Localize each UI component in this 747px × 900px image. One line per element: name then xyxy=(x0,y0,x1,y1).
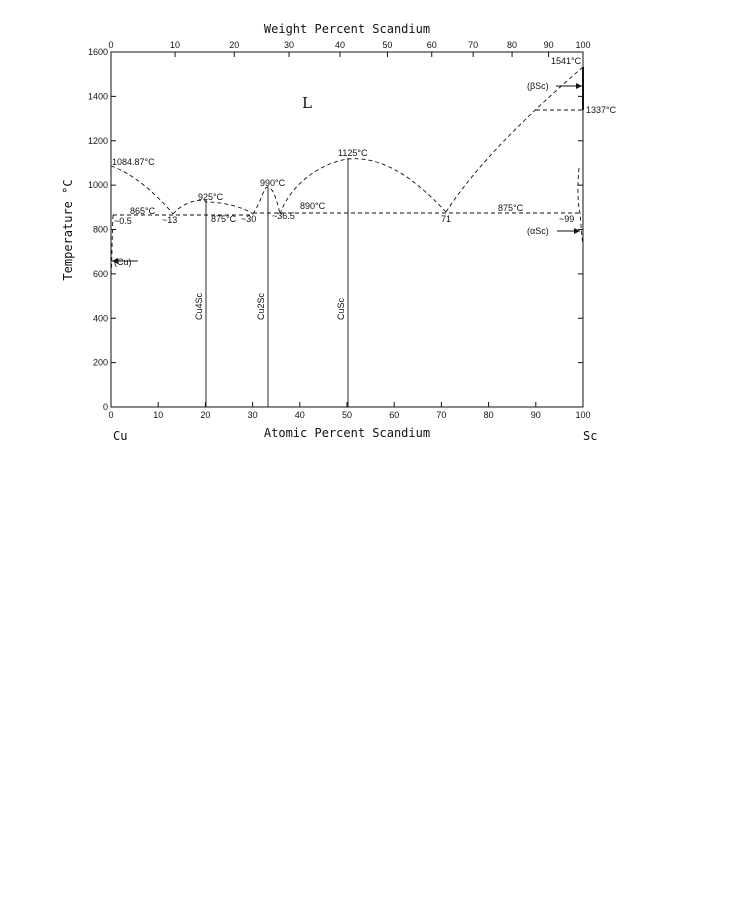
sc-solvus xyxy=(577,167,584,246)
wt-tick-label: 70 xyxy=(468,40,478,50)
t-990: 990°C xyxy=(260,178,286,188)
t-865: 865°C xyxy=(130,206,156,216)
y-tick-label: 1600 xyxy=(88,47,108,57)
t-1541: 1541°C xyxy=(551,56,582,66)
bottom-axis-title: Atomic Percent Scandium xyxy=(264,426,430,440)
cu-solid-label: (Cu) xyxy=(114,257,132,267)
alpha-sc-arrowhead xyxy=(574,228,580,234)
c-05: ~0.5 xyxy=(114,216,132,226)
x-tick-label: 50 xyxy=(342,410,352,420)
cu2sc-label: Cu2Sc xyxy=(256,292,266,320)
t-1125: 1125°C xyxy=(338,148,368,158)
y-axis-ticks: 0 200 400 600 800 1000 1200 1400 1600 xyxy=(88,47,583,412)
liquidus-cu2sc-dome xyxy=(252,186,281,215)
x-tick-label: 30 xyxy=(248,410,258,420)
t-1337: 1337°C xyxy=(586,105,617,115)
c-99: ~99 xyxy=(559,214,574,224)
x-axis-ticks: 0 10 20 30 40 50 60 70 80 90 100 xyxy=(108,402,591,420)
y-tick-label: 400 xyxy=(93,313,108,323)
y-tick-label: 200 xyxy=(93,358,108,368)
wt-tick-label: 90 xyxy=(544,40,554,50)
cu4sc-label: Cu4Sc xyxy=(194,292,204,320)
wt-tick-label: 0 xyxy=(108,40,113,50)
x-tick-label: 70 xyxy=(436,410,446,420)
x-tick-label: 20 xyxy=(200,410,210,420)
t-925: 925°C xyxy=(198,192,224,202)
y-tick-label: 1400 xyxy=(88,91,108,101)
x-tick-label: 0 xyxy=(108,410,113,420)
x-tick-label: 90 xyxy=(531,410,541,420)
cusc-label: CuSc xyxy=(336,297,346,320)
t-875-right: 875°C xyxy=(498,203,524,213)
y-tick-label: 0 xyxy=(103,402,108,412)
wt-tick-label: 10 xyxy=(170,40,180,50)
y-tick-label: 600 xyxy=(93,269,108,279)
plot-frame xyxy=(110,51,584,408)
liquidus-cu-side xyxy=(110,165,174,215)
y-tick-label: 800 xyxy=(93,225,108,235)
c-365: ~36.5 xyxy=(272,211,295,221)
weight-axis-ticks: 0 10 20 30 40 50 60 70 80 90 100 xyxy=(108,40,591,57)
t-890: 890°C xyxy=(300,201,326,211)
x-tick-label: 60 xyxy=(389,410,399,420)
x-tick-label: 100 xyxy=(575,410,590,420)
liquidus-cu4sc-dome xyxy=(172,199,254,215)
liquidus-sc-side xyxy=(445,66,584,213)
y-axis-title: Temperature °C xyxy=(61,179,75,280)
beta-sc-arrowhead xyxy=(576,83,582,89)
wt-tick-label: 100 xyxy=(575,40,590,50)
x-tick-label: 80 xyxy=(484,410,494,420)
c-71: 71 xyxy=(441,214,451,224)
wt-tick-label: 50 xyxy=(382,40,392,50)
wt-tick-label: 20 xyxy=(229,40,239,50)
y-tick-label: 1000 xyxy=(88,180,108,190)
alpha-sc-label: (αSc) xyxy=(527,226,549,236)
x-tick-label: 10 xyxy=(153,410,163,420)
wt-tick-label: 30 xyxy=(284,40,294,50)
cu-solid-arrowhead xyxy=(112,258,118,264)
top-axis-title: Weight Percent Scandium xyxy=(264,22,430,36)
x-tick-label: 40 xyxy=(295,410,305,420)
liquid-region-label: L xyxy=(302,94,312,112)
t-875-left: 875°C xyxy=(211,214,237,224)
c-30: ~30 xyxy=(241,214,256,224)
y-tick-label: 1200 xyxy=(88,136,108,146)
wt-tick-label: 80 xyxy=(507,40,517,50)
right-element-label: Sc xyxy=(583,429,597,443)
wt-tick-label: 40 xyxy=(335,40,345,50)
beta-sc-label: (βSc) xyxy=(527,81,549,91)
wt-tick-label: 60 xyxy=(427,40,437,50)
c-13: ~13 xyxy=(162,215,177,225)
left-element-label: Cu xyxy=(113,429,127,443)
t-cu-melt: 1084.87°C xyxy=(112,157,155,167)
